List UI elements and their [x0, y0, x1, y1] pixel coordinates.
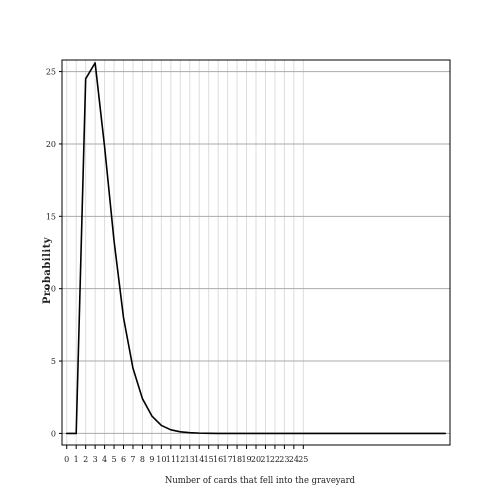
- series-line: [65, 62, 447, 435]
- x-tick-label: 25: [298, 455, 308, 464]
- x-tick-label: 3: [93, 455, 98, 464]
- x-tick-label: 15: [204, 455, 214, 464]
- x-tick-label: 7: [130, 455, 135, 464]
- x-tick-label: 18: [232, 455, 242, 464]
- x-axis-ticks: 0 1 2 3 4 5 6 7 8 9 10 11 12 13 14 15 16 17 18 19 20 21 22 23 24…: [64, 445, 308, 464]
- y-tick-label: 10: [46, 285, 56, 294]
- x-tick-label: 19: [241, 455, 251, 464]
- x-tick-label: 14: [194, 455, 204, 464]
- x-tick-label: 5: [112, 455, 117, 464]
- x-tick-label: 9: [149, 455, 154, 464]
- y-tick-label: 15: [46, 212, 56, 221]
- x-tick-label: 8: [140, 455, 145, 464]
- vertical-grid: [66, 60, 304, 445]
- y-tick-label: 5: [51, 357, 56, 366]
- x-tick-label: 16: [213, 455, 223, 464]
- x-tick-label: 1: [74, 455, 79, 464]
- x-tick-label: 22: [270, 455, 280, 464]
- y-tick-label: 20: [46, 140, 56, 149]
- x-tick-label: 12: [175, 455, 185, 464]
- x-tick-label: 17: [223, 455, 233, 464]
- x-tick-label: 10: [156, 455, 166, 464]
- x-tick-label: 6: [121, 455, 126, 464]
- x-tick-label: 4: [102, 455, 107, 464]
- x-tick-label: 2: [83, 455, 88, 464]
- series-layer: [65, 62, 447, 435]
- y-axis-ticks: 0 5 10 15 20 25: [46, 68, 62, 438]
- x-axis-label: Number of cards that fell into the grave…: [165, 476, 355, 486]
- x-tick-label: 20: [251, 455, 261, 464]
- y-tick-label: 25: [46, 68, 56, 77]
- x-tick-label: 0: [64, 455, 69, 464]
- y-tick-label: 0: [51, 429, 56, 438]
- x-tick-label: 24: [289, 455, 299, 464]
- x-tick-label: 23: [279, 455, 289, 464]
- y-axis-label: Probability: [42, 236, 53, 304]
- x-tick-label: 13: [185, 455, 195, 464]
- x-tick-label: 11: [166, 455, 176, 464]
- x-tick-label: 21: [260, 455, 270, 464]
